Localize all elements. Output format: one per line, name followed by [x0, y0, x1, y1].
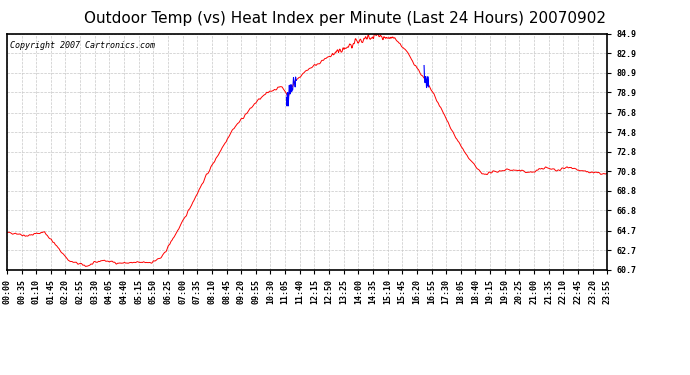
Text: Outdoor Temp (vs) Heat Index per Minute (Last 24 Hours) 20070902: Outdoor Temp (vs) Heat Index per Minute …	[84, 11, 606, 26]
Text: Copyright 2007 Cartronics.com: Copyright 2007 Cartronics.com	[10, 41, 155, 50]
